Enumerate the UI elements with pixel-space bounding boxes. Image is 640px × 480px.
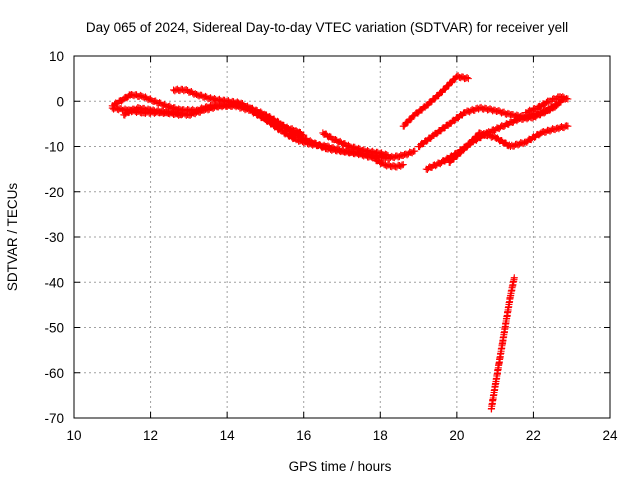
data-point: [464, 75, 472, 83]
data-point-run: [503, 294, 514, 320]
data-point: [411, 147, 419, 155]
data-point-run: [492, 107, 513, 118]
data-point-run: [508, 138, 528, 150]
data-point-run: [278, 127, 299, 143]
data-point-run: [477, 103, 498, 115]
series-track-d: [170, 85, 246, 108]
data-point-run: [416, 131, 437, 151]
data-point-run: [378, 149, 391, 159]
data-point-run: [385, 151, 406, 163]
chart-title: Day 065 of 2024, Sidereal Day-to-day VTE…: [86, 20, 568, 35]
data-point-run: [438, 73, 460, 96]
series-track-l: [487, 274, 518, 413]
x-tick-label: 24: [602, 428, 618, 443]
x-tick-label: 20: [449, 428, 464, 443]
data-point: [564, 95, 572, 103]
data-point: [564, 122, 572, 130]
data-point-run: [247, 106, 268, 123]
data-point-run: [347, 143, 368, 155]
data-point-run: [446, 146, 468, 166]
data-point-run: [194, 91, 215, 103]
y-axis-label: SDTVAR / TECUs: [5, 183, 20, 292]
data-point-run: [209, 95, 230, 106]
data-point: [300, 131, 308, 139]
data-point-run: [148, 106, 169, 117]
series-track-g: [399, 72, 472, 130]
data-point-run: [171, 85, 188, 95]
series-track-k: [522, 93, 572, 117]
data-point-run: [431, 121, 452, 138]
data-point-run: [232, 102, 253, 114]
data-point-run: [523, 130, 544, 146]
data-point-run: [400, 112, 418, 130]
data-point-run: [381, 161, 398, 171]
y-tick-label: -30: [44, 230, 64, 245]
data-point-run: [201, 102, 222, 114]
data-point-run: [129, 91, 146, 101]
data-point: [510, 274, 518, 282]
series-track-a: [108, 90, 407, 171]
data-point-run: [136, 104, 153, 114]
y-tick-label: 10: [49, 49, 64, 64]
data-point-run: [462, 104, 483, 117]
series-track-j: [445, 122, 572, 166]
x-tick-label: 10: [66, 428, 81, 443]
data-point-run: [263, 116, 284, 131]
data-point-run: [500, 116, 521, 130]
data-point-run: [477, 130, 498, 141]
x-tick-label: 14: [220, 428, 236, 443]
data-point-run: [412, 103, 429, 117]
data-point-run: [507, 275, 518, 299]
y-tick-label: -60: [44, 366, 64, 381]
x-tick-label: 18: [373, 428, 388, 443]
data-point-run: [152, 97, 169, 109]
y-tick-label: -10: [44, 140, 64, 155]
data-point-run: [309, 140, 329, 151]
series-track-c: [120, 104, 185, 119]
data-point-run: [491, 361, 503, 388]
series-track-f: [319, 129, 392, 160]
data-point-run: [163, 102, 184, 114]
data-point-run: [461, 129, 483, 151]
x-tick-label: 22: [526, 428, 541, 443]
x-axis-label: GPS time / hours: [289, 459, 392, 474]
data-point-run: [499, 315, 510, 344]
series-track-e: [261, 115, 308, 139]
y-tick-label: -50: [44, 321, 64, 336]
y-tick-label: 0: [56, 94, 64, 109]
data-point-run: [446, 109, 467, 127]
y-tick-label: -20: [44, 185, 64, 200]
y-tick-label: -70: [44, 411, 64, 426]
data-point-run: [110, 104, 130, 114]
data-point: [177, 111, 185, 119]
data-point: [399, 161, 407, 169]
data-point-run: [362, 147, 383, 158]
x-tick-label: 16: [296, 428, 311, 443]
x-tick-label: 12: [143, 428, 158, 443]
data-point-run: [488, 383, 499, 413]
data-point-run: [538, 125, 559, 136]
data-point-run: [423, 88, 445, 109]
data-point: [238, 100, 246, 108]
y-tick-label: -40: [44, 275, 64, 290]
data-point-run: [495, 339, 507, 367]
data-point: [384, 152, 392, 160]
data-point-run: [423, 159, 444, 173]
